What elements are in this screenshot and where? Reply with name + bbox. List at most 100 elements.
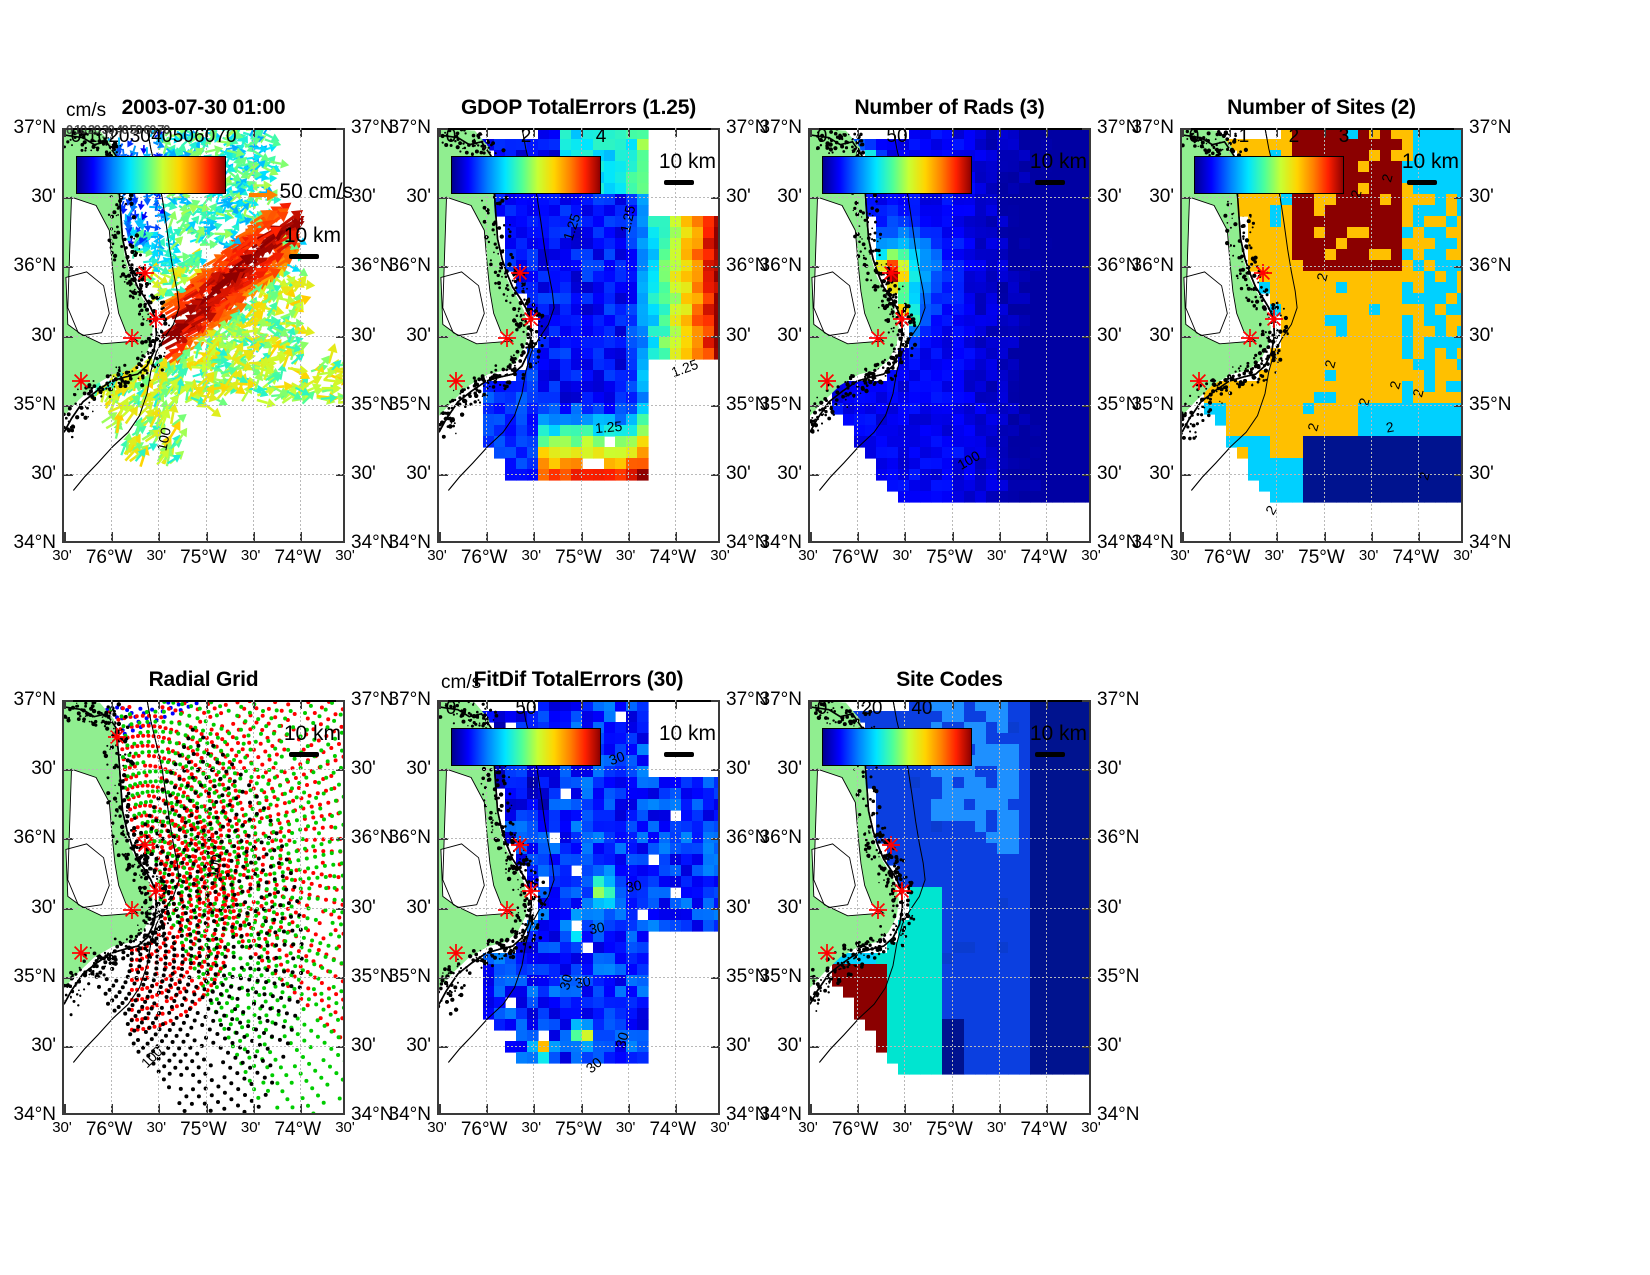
x-tick — [64, 532, 66, 541]
y-axis-label: 34°N — [388, 532, 431, 553]
grid-line-horizontal — [810, 907, 1091, 909]
site-marker — [497, 329, 516, 348]
scale-bar — [664, 752, 694, 757]
x-tick-top — [1417, 128, 1420, 137]
x-tick-top — [158, 700, 161, 709]
panel-gdop-totalerrors[interactable]: GDOP TotalErrors (1.25) — [389, 96, 769, 568]
panel-site-codes[interactable]: Site Codes — [760, 668, 1140, 1140]
y-axis-label: 30' — [31, 462, 56, 484]
grid-line-horizontal — [439, 266, 720, 268]
x-tick — [486, 532, 489, 541]
axes-top-spine — [439, 700, 720, 702]
y-tick — [64, 197, 73, 200]
y-tick — [1182, 266, 1191, 269]
x-tick-top — [580, 700, 583, 709]
site-marker — [868, 329, 887, 348]
x-axis-label: 76°W — [460, 1119, 508, 1140]
x-axis-label: 30' — [52, 547, 72, 564]
x-tick — [64, 1104, 66, 1113]
grid-line-horizontal — [1182, 335, 1463, 337]
panel-title: Site Codes — [896, 668, 1003, 691]
grid-line-vertical — [158, 700, 160, 1113]
x-axis-label: 30' — [427, 1119, 447, 1136]
x-axis-label: 30' — [240, 547, 261, 564]
scale-bar — [289, 752, 319, 757]
grid-line-horizontal — [64, 197, 345, 199]
grid-line-horizontal — [64, 1045, 345, 1047]
y-axis-label: 34°N — [759, 532, 802, 553]
panel-total-vectors[interactable]: 2003-07-30 01:00 — [14, 96, 394, 568]
x-tick-top — [857, 700, 860, 709]
x-axis-label: 30' — [892, 1119, 913, 1136]
x-tick-top — [299, 128, 302, 137]
contour-label: 30 — [573, 972, 592, 992]
x-tick-top — [533, 128, 536, 137]
grid-line-horizontal — [64, 473, 345, 475]
x-tick — [205, 532, 208, 541]
x-tick-top — [1229, 128, 1232, 137]
x-axis-label: 75°W — [180, 547, 227, 568]
y-tick-right — [1454, 404, 1463, 407]
grid-line-vertical — [299, 700, 301, 1113]
panel-fitdif-totalerrors[interactable]: FitDif TotalErrors (30) — [389, 668, 769, 1140]
x-tick — [904, 1104, 907, 1113]
x-tick — [580, 532, 583, 541]
y-axis-label-right: 37°N — [1469, 117, 1512, 138]
grid-line-horizontal — [1182, 266, 1463, 268]
x-axis-label: 75°W — [926, 547, 973, 568]
x-tick — [1182, 532, 1184, 541]
y-tick-right — [1082, 197, 1091, 200]
x-tick — [299, 1104, 302, 1113]
x-tick — [857, 1104, 860, 1113]
plot-area[interactable]: 100 100 — [62, 700, 345, 1115]
y-axis-label: 36°N — [759, 827, 802, 849]
y-axis-label: 35°N — [13, 393, 56, 415]
y-tick — [810, 473, 819, 476]
panel-number-of-rads[interactable]: Number of Rads (3) — [760, 96, 1140, 568]
x-axis-label: 30' — [335, 547, 355, 564]
grid-line-vertical — [1417, 128, 1419, 541]
axes-right-spine — [718, 128, 720, 541]
x-tick — [1045, 1104, 1048, 1113]
y-axis-label: 37°N — [13, 689, 56, 710]
y-tick — [439, 335, 448, 338]
grid-line-vertical — [1323, 128, 1325, 541]
y-axis-label: 35°N — [1131, 393, 1174, 415]
x-axis-label: 30' — [1264, 547, 1285, 564]
y-tick-right — [711, 700, 720, 702]
grid-line-vertical — [674, 700, 676, 1113]
site-marker — [136, 836, 155, 855]
x-tick-top — [486, 128, 489, 137]
site-marker — [122, 329, 141, 348]
y-tick — [810, 128, 819, 130]
grid-line-vertical — [951, 700, 953, 1113]
scale-bar — [1407, 180, 1437, 185]
colorbar-tick-label: 1 — [1238, 126, 1250, 147]
x-tick-top — [1045, 700, 1048, 709]
site-marker — [893, 881, 912, 900]
y-tick-right — [336, 335, 345, 338]
y-axis-label: 35°N — [759, 965, 802, 987]
y-tick-right — [336, 907, 345, 910]
y-tick-right — [336, 473, 345, 476]
x-axis-label: 76°W — [85, 547, 133, 568]
x-axis-label: 75°W — [555, 1119, 602, 1140]
plot-area[interactable]: 30 30 30 30 30 30 30 — [437, 700, 720, 1115]
y-axis-label-right: 30' — [726, 1034, 751, 1056]
x-tick — [158, 1104, 161, 1113]
y-tick — [439, 128, 448, 130]
grid-line-horizontal — [64, 976, 345, 978]
panel-number-of-sites[interactable]: Number of Sites (2) — [1132, 96, 1512, 568]
x-tick-top — [627, 128, 630, 137]
y-axis-label: 36°N — [388, 827, 431, 849]
y-tick-right — [711, 197, 720, 200]
scale-bar — [289, 254, 319, 259]
x-axis-label: 76°W — [1203, 547, 1251, 568]
panel-radial-grid[interactable]: Radial Grid — [14, 668, 394, 1140]
colorbar-tick-label: 40 — [911, 698, 933, 719]
site-marker — [522, 309, 541, 328]
colorbar — [822, 156, 972, 194]
x-axis-label: 30' — [1081, 547, 1101, 564]
y-tick — [64, 404, 73, 407]
